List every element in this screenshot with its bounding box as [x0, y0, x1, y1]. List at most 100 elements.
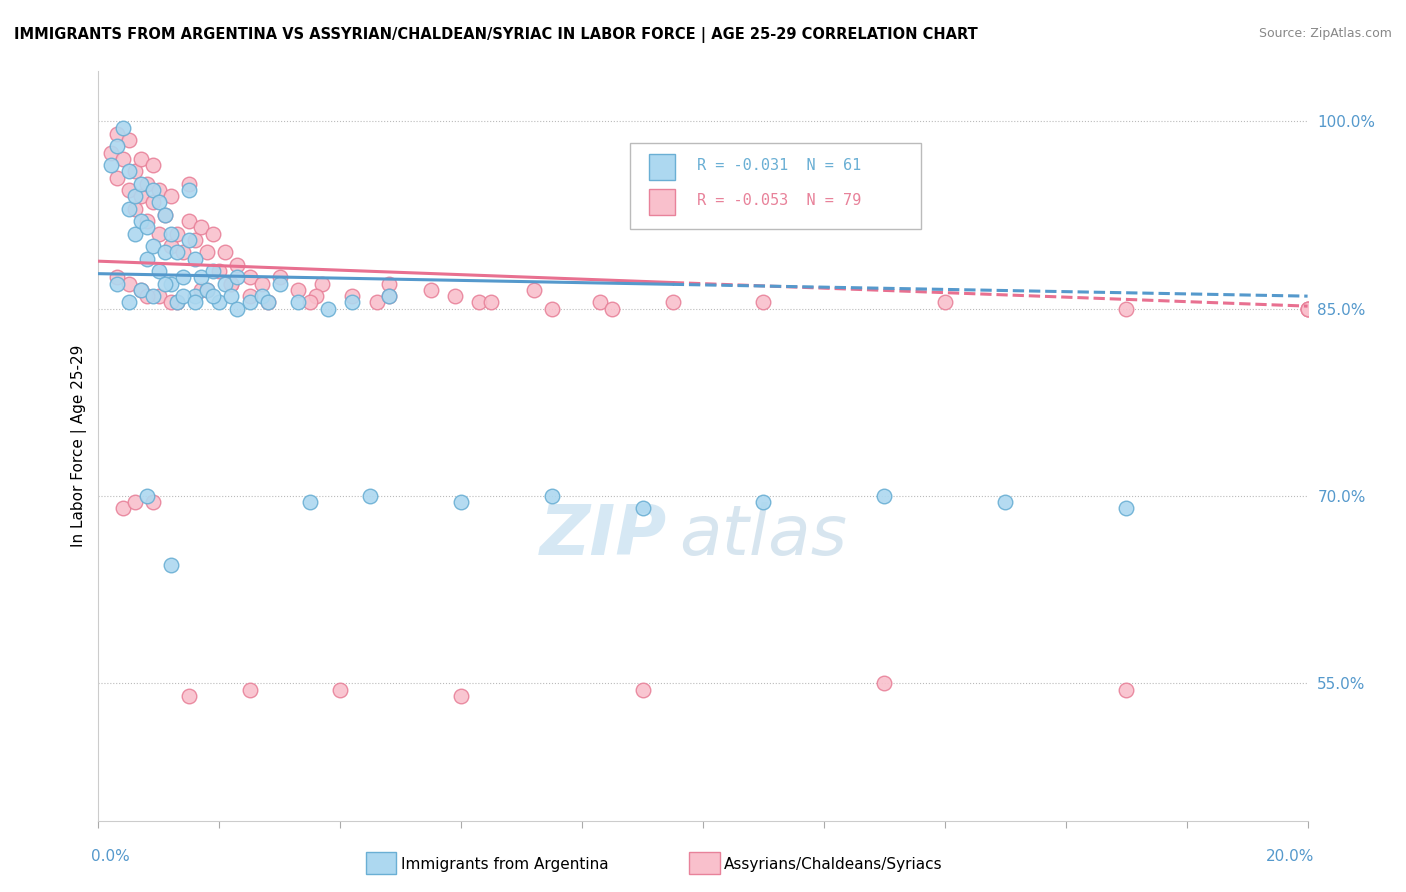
- Point: [631, 682, 654, 697]
- Point: [269, 270, 291, 285]
- Point: [148, 227, 170, 241]
- Point: [166, 245, 188, 260]
- Point: [142, 183, 165, 197]
- Point: [129, 189, 152, 203]
- Y-axis label: In Labor Force | Age 25-29: In Labor Force | Age 25-29: [72, 345, 87, 547]
- Text: Immigrants from Argentina: Immigrants from Argentina: [401, 857, 609, 871]
- Point: [256, 295, 278, 310]
- Point: [179, 233, 201, 247]
- Point: [1296, 301, 1319, 316]
- Point: [142, 239, 165, 253]
- Point: [129, 283, 152, 297]
- Point: [118, 133, 141, 147]
- Point: [153, 208, 176, 222]
- Point: [172, 245, 194, 260]
- Text: R = -0.053  N = 79: R = -0.053 N = 79: [697, 193, 862, 208]
- Point: [468, 295, 491, 310]
- Point: [153, 277, 176, 291]
- Point: [135, 252, 157, 266]
- Text: ZIP: ZIP: [540, 502, 666, 569]
- Point: [153, 245, 176, 260]
- Point: [166, 295, 188, 310]
- Point: [105, 127, 128, 141]
- Point: [195, 283, 218, 297]
- Point: [118, 183, 141, 197]
- Point: [160, 295, 183, 310]
- Point: [179, 177, 201, 191]
- Point: [1296, 301, 1319, 316]
- Point: [752, 295, 775, 310]
- Point: [135, 489, 157, 503]
- Point: [450, 495, 472, 509]
- Point: [153, 208, 176, 222]
- Point: [124, 189, 146, 203]
- Point: [994, 495, 1017, 509]
- Point: [250, 277, 273, 291]
- Point: [129, 152, 152, 166]
- Point: [195, 245, 218, 260]
- Point: [226, 270, 249, 285]
- Point: [118, 277, 141, 291]
- Point: [202, 289, 225, 303]
- Point: [190, 283, 212, 297]
- Point: [377, 289, 399, 303]
- Point: [523, 283, 546, 297]
- Point: [142, 195, 165, 210]
- Point: [239, 682, 262, 697]
- Bar: [648, 189, 675, 215]
- Point: [1296, 301, 1319, 316]
- Point: [148, 264, 170, 278]
- Point: [166, 227, 188, 241]
- Point: [135, 177, 157, 191]
- Point: [631, 501, 654, 516]
- Point: [179, 689, 201, 703]
- Point: [160, 558, 183, 572]
- Point: [873, 489, 896, 503]
- Point: [190, 270, 212, 285]
- Point: [160, 239, 183, 253]
- Point: [142, 158, 165, 172]
- Point: [316, 301, 339, 316]
- Point: [100, 145, 122, 160]
- Point: [184, 233, 207, 247]
- Point: [342, 295, 364, 310]
- Point: [118, 164, 141, 178]
- Point: [299, 495, 322, 509]
- Point: [214, 277, 236, 291]
- Point: [239, 295, 262, 310]
- Point: [135, 220, 157, 235]
- Point: [221, 277, 243, 291]
- Point: [934, 295, 956, 310]
- Text: Source: ZipAtlas.com: Source: ZipAtlas.com: [1258, 27, 1392, 40]
- Bar: [648, 154, 675, 180]
- Point: [311, 277, 333, 291]
- Point: [287, 283, 309, 297]
- FancyBboxPatch shape: [630, 143, 921, 228]
- Point: [160, 189, 183, 203]
- Point: [661, 295, 683, 310]
- Point: [105, 270, 128, 285]
- Point: [540, 489, 562, 503]
- Point: [226, 301, 249, 316]
- Point: [202, 227, 225, 241]
- Point: [287, 295, 309, 310]
- Point: [602, 301, 624, 316]
- Point: [1115, 301, 1137, 316]
- Point: [160, 227, 183, 241]
- Text: 0.0%: 0.0%: [91, 849, 131, 863]
- Point: [172, 289, 194, 303]
- Text: IMMIGRANTS FROM ARGENTINA VS ASSYRIAN/CHALDEAN/SYRIAC IN LABOR FORCE | AGE 25-29: IMMIGRANTS FROM ARGENTINA VS ASSYRIAN/CH…: [14, 27, 977, 43]
- Point: [208, 295, 231, 310]
- Point: [450, 689, 472, 703]
- Point: [124, 227, 146, 241]
- Point: [135, 289, 157, 303]
- Point: [135, 214, 157, 228]
- Point: [305, 289, 328, 303]
- Point: [118, 295, 141, 310]
- Text: atlas: atlas: [679, 502, 846, 569]
- Point: [111, 152, 134, 166]
- Point: [179, 183, 201, 197]
- Point: [105, 170, 128, 185]
- Point: [129, 177, 152, 191]
- Point: [256, 295, 278, 310]
